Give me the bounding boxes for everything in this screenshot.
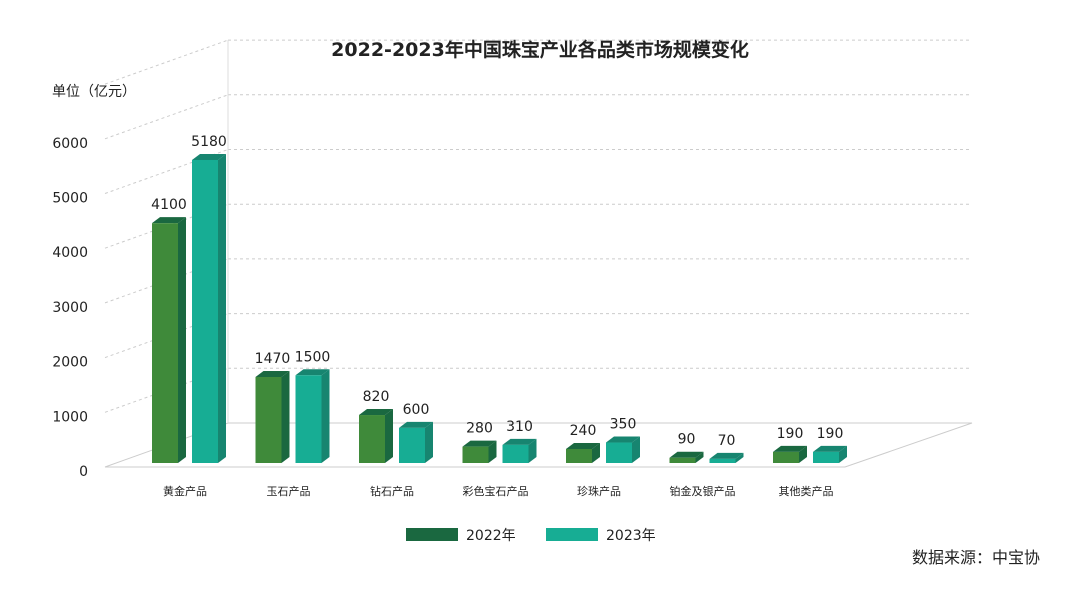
data-label: 190 <box>777 426 804 442</box>
bar <box>359 409 393 463</box>
bar-front <box>773 451 799 463</box>
bar-side <box>385 409 393 463</box>
bar-top <box>192 153 226 160</box>
bar-side <box>695 451 704 463</box>
legend-label: 2022年 <box>466 528 516 544</box>
x-tick-label: 黄金产品 <box>163 484 207 498</box>
source-note: 数据来源：中宝协 <box>912 548 1040 567</box>
bar-top <box>359 409 393 416</box>
bar-top <box>295 369 330 376</box>
bar <box>399 421 433 463</box>
bar-front <box>295 375 322 463</box>
bar-top <box>773 445 807 452</box>
data-label: 90 <box>678 432 696 448</box>
data-label: 70 <box>718 433 736 449</box>
bar <box>462 440 497 463</box>
data-label: 280 <box>466 421 493 437</box>
y-tick-label: 5000 <box>52 191 88 207</box>
bar-side <box>528 438 537 463</box>
bar-front <box>669 457 696 463</box>
bar-side <box>178 217 186 463</box>
bar-top <box>709 452 744 459</box>
bar-side <box>839 445 847 463</box>
x-tick-label: 钻石产品 <box>370 484 414 498</box>
data-label: 820 <box>363 389 390 405</box>
bar-front <box>255 377 282 463</box>
bar-front <box>462 446 489 463</box>
bar-side <box>321 369 330 463</box>
bar-top <box>669 451 704 458</box>
y-tick-label: 4000 <box>52 245 88 261</box>
bar <box>502 438 537 463</box>
bar-front <box>566 448 592 463</box>
bar-front <box>152 223 178 463</box>
bar-front <box>192 159 218 463</box>
chart-title: 2022-2023年中国珠宝产业各品类市场规模变化 <box>331 38 749 61</box>
y-axis-label: 单位（亿元） <box>52 84 136 100</box>
bar-side <box>632 436 640 463</box>
bar <box>152 217 186 463</box>
legend-swatch <box>546 528 598 541</box>
data-label: 1500 <box>295 349 331 365</box>
x-tick-label: 彩色宝石产品 <box>463 484 529 498</box>
data-label: 190 <box>817 426 844 442</box>
bar-top <box>606 436 640 443</box>
y-tick-label: 6000 <box>52 136 88 152</box>
bar-top <box>152 217 186 224</box>
x-tick-label: 其他类产品 <box>779 484 834 498</box>
bar <box>295 369 330 463</box>
floor <box>104 422 973 468</box>
x-tick-label: 铂金及银产品 <box>670 484 736 498</box>
bar-top <box>462 440 497 447</box>
bar-side <box>488 440 497 463</box>
bar-side <box>735 452 744 463</box>
data-label: 1470 <box>255 351 291 367</box>
data-label: 5180 <box>191 134 227 150</box>
bar <box>566 442 600 463</box>
x-tick-label: 珍珠产品 <box>577 484 621 498</box>
bar-top <box>255 371 290 378</box>
y-tick-label: 0 <box>79 464 88 480</box>
bar-top <box>502 438 537 445</box>
bar <box>255 371 290 463</box>
bar-top <box>566 442 600 449</box>
bar <box>606 436 640 463</box>
bar-front <box>813 451 839 463</box>
bar <box>773 445 807 463</box>
bar-front <box>709 458 736 463</box>
bar-side <box>218 153 226 463</box>
bar-side <box>281 371 290 463</box>
legend-label: 2023年 <box>606 528 656 544</box>
bar-front <box>502 444 529 463</box>
bar-front <box>606 442 632 463</box>
data-label: 240 <box>570 423 597 439</box>
bar-front <box>399 427 425 463</box>
bar-side <box>592 442 600 463</box>
bar-side <box>799 445 807 463</box>
data-label: 350 <box>610 417 637 433</box>
gridline-diagonal <box>104 94 229 140</box>
x-tick-label: 玉石产品 <box>267 484 311 498</box>
data-label: 600 <box>403 402 430 418</box>
data-label: 4100 <box>151 197 187 213</box>
bar <box>709 452 744 463</box>
gridline-diagonal <box>104 39 229 85</box>
legend-swatch <box>406 528 458 541</box>
y-tick-label: 2000 <box>52 355 88 371</box>
bar <box>813 445 847 463</box>
bar-top <box>813 445 847 452</box>
data-label: 310 <box>506 419 533 435</box>
bar <box>192 153 226 463</box>
y-tick-label: 3000 <box>52 300 88 316</box>
bar <box>669 451 704 463</box>
y-tick-label: 1000 <box>52 409 88 425</box>
bar-side <box>425 421 433 463</box>
bar-top <box>399 421 433 428</box>
bar-front <box>359 415 385 463</box>
